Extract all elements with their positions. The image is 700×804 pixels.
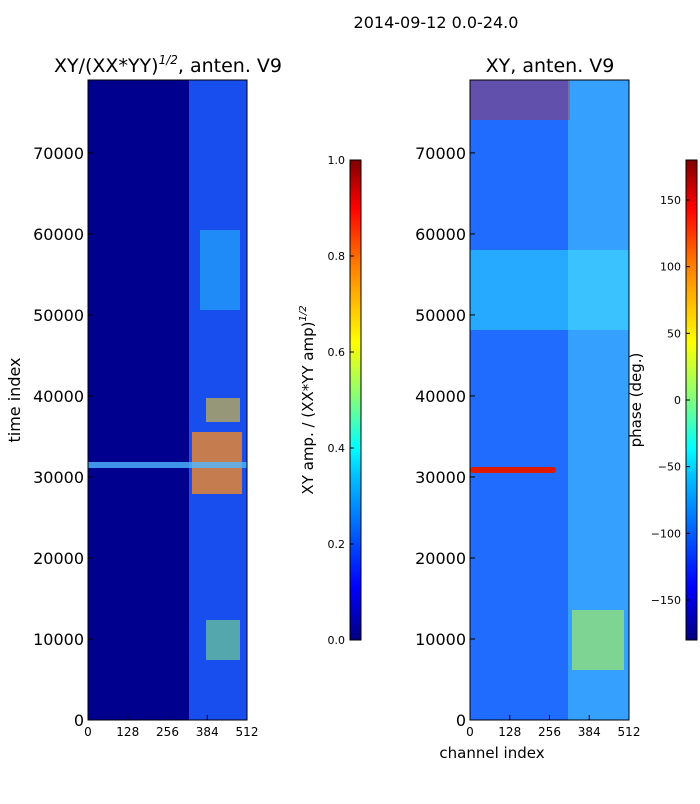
left-x-tick-label: 128 [116,725,139,739]
colorbar-amplitude-tick-label: 1.0 [328,154,346,167]
colorbar-amplitude-label-sup: 1/2 [298,305,309,321]
left-title-suffix: , anten. V9 [178,55,282,77]
right-y-tick-label: 10000 [415,630,466,649]
colorbar-amplitude: 0.0 0.2 0.4 0.6 0.8 1.0 XY amp. / (XX*YY amp)… [298,154,362,647]
figure-suptitle: 2014-09-12 0.0-24.0 [354,13,519,32]
colorbar-amplitude-tick-label: 0.6 [328,346,346,359]
left-y-tick-label: 10000 [33,630,84,649]
right-x-tick-label: 256 [538,725,561,739]
right-heatmap [469,79,630,721]
right-axes: 0 128 256 384 512 0 10000 20000 30000 40000 50000 6… [415,144,640,739]
left-title-prefix: XY/(XX*YY) [54,55,159,77]
colorbar-phase-label: phase (deg.) [627,353,645,448]
left-x-tick-label: 256 [156,725,179,739]
left-y-axis-label: time index [5,357,24,442]
colorbar-phase-ticks: −150 −100 −50 0 50 100 150 [651,194,690,607]
right-heatmap-cyan-band [470,250,629,330]
left-y-tick-label: 60000 [33,225,84,244]
left-y-tick-label: 30000 [33,468,84,487]
right-y-tick-label: 70000 [415,144,466,163]
left-y-tick-label: 40000 [33,387,84,406]
right-x-tick-label: 128 [498,725,521,739]
colorbar-phase-tick-label: −100 [651,527,681,540]
right-y-tick-label: 20000 [415,549,466,568]
colorbar-amplitude-bar [349,159,362,641]
left-axes: 0 128 256 384 512 0 10000 20000 30000 40000 50000 6… [33,144,258,739]
left-y-tick-label: 20000 [33,549,84,568]
right-x-tick-label: 0 [466,725,474,739]
colorbar-phase-tick-label: −50 [658,461,681,474]
left-x-tick-label: 0 [84,725,92,739]
left-heatmap-cyan-patch [200,230,240,310]
left-heatmap [87,79,248,721]
right-y-tick-label: 0 [456,711,466,730]
right-x-tick-label: 384 [578,725,601,739]
right-heatmap-green-patch [572,610,624,670]
colorbar-amplitude-label: XY amp. / (XX*YY amp)1/2 [298,305,317,494]
left-heatmap-warm-patch-2 [206,620,240,660]
right-panel-title: XY, anten. V9 [486,55,615,77]
colorbar-amplitude-tick-label: 0.0 [328,634,346,647]
colorbar-phase: −150 −100 −50 0 50 100 150 phase (deg.) [627,159,698,641]
right-y-tick-label: 30000 [415,468,466,487]
left-heatmap-warm-patch-1 [206,398,240,422]
colorbar-amplitude-tick-label: 0.4 [328,442,346,455]
right-y-tick-label: 60000 [415,225,466,244]
colorbar-phase-tick-label: 150 [660,194,681,207]
left-x-tick-label: 512 [236,725,259,739]
left-title-sup: 1/2 [159,53,178,67]
right-x-tick-label: 512 [618,725,641,739]
left-x-tick-label: 384 [196,725,219,739]
left-y-tick-label: 50000 [33,306,84,325]
colorbar-phase-tick-label: 100 [660,261,681,274]
left-heatmap-row-30000 [88,462,247,468]
colorbar-amplitude-ticks: 0.0 0.2 0.4 0.6 0.8 1.0 [328,154,354,647]
left-y-tick-label: 70000 [33,144,84,163]
right-heatmap-red-streak [470,467,556,473]
colorbar-amplitude-label-main: XY amp. / (XX*YY amp) [299,322,317,495]
colorbar-amplitude-tick-label: 0.8 [328,250,346,263]
x-axis-label: channel index [439,744,544,762]
colorbar-phase-tick-label: −150 [651,594,681,607]
colorbar-phase-tick-label: 50 [667,327,681,340]
colorbar-amplitude-tick-label: 0.2 [328,538,346,551]
colorbar-phase-tick-label: 0 [674,394,681,407]
right-y-tick-label: 40000 [415,387,466,406]
left-y-tick-label: 0 [74,711,84,730]
right-heatmap-red-top [470,80,570,120]
left-panel-title: XY/(XX*YY)1/2, anten. V9 [54,53,282,77]
right-y-tick-label: 50000 [415,306,466,325]
